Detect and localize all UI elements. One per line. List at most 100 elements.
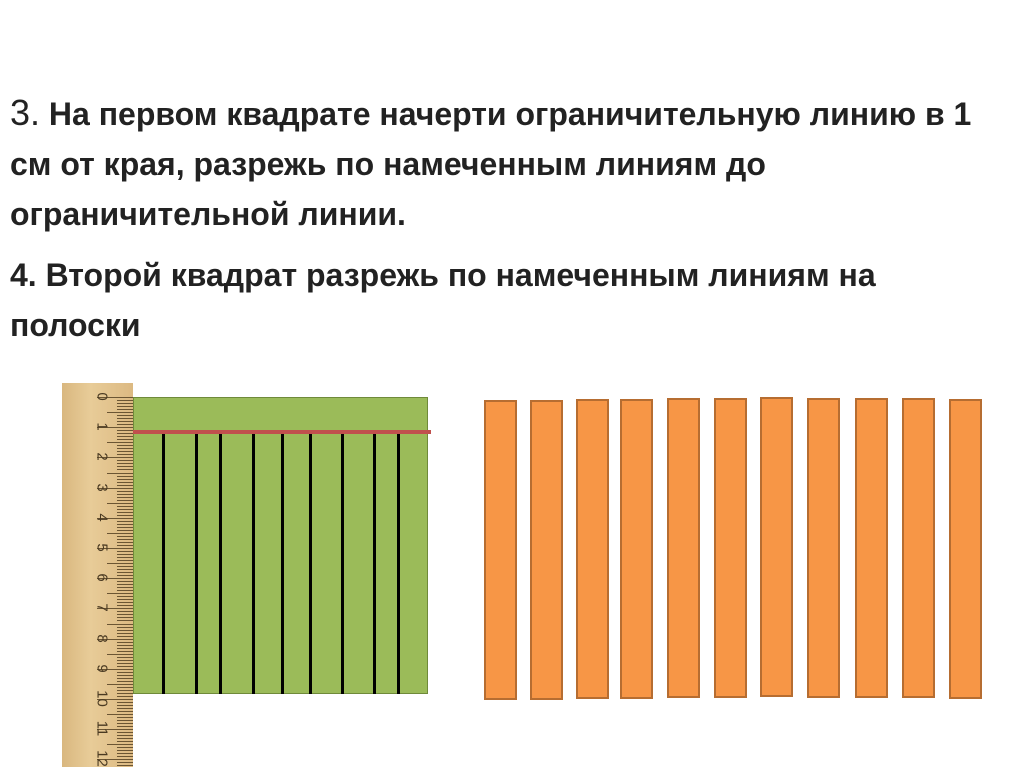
ruler-tick: [97, 668, 133, 670]
ruler-tick: [117, 421, 133, 423]
ruler-tick: [117, 695, 133, 697]
paper-strip: [620, 399, 653, 699]
ruler-tick: [107, 442, 133, 444]
ruler-tick: [117, 463, 133, 465]
ruler-tick: [117, 750, 133, 752]
ruler-tick: [117, 493, 133, 495]
ruler-tick: [117, 686, 133, 688]
ruler-tick: [117, 514, 133, 516]
ruler-tick: [117, 626, 133, 628]
ruler-tick: [97, 457, 133, 459]
ruler-number: 0: [93, 392, 111, 401]
ruler-tick: [117, 635, 133, 637]
ruler-tick: [117, 735, 133, 737]
ruler-tick: [117, 720, 133, 722]
ruler-tick: [97, 759, 133, 761]
ruler-tick: [117, 554, 133, 556]
ruler-tick: [117, 541, 133, 543]
ruler-tick: [117, 587, 133, 589]
cut-line: [195, 432, 198, 694]
ruler-tick: [117, 430, 133, 432]
ruler-tick: [117, 439, 133, 441]
ruler-tick: [117, 641, 133, 643]
ruler-number: 8: [93, 633, 111, 643]
ruler-tick: [117, 702, 133, 704]
ruler-tick: [117, 475, 133, 477]
ruler-tick: [117, 611, 133, 613]
ruler-tick: [117, 469, 133, 471]
paper-strip: [576, 399, 609, 699]
ruler-tick: [117, 557, 133, 559]
ruler-number: 2: [93, 452, 111, 462]
cut-line: [252, 432, 255, 694]
ruler-number: 7: [93, 603, 111, 613]
paper-strip: [667, 398, 700, 698]
ruler-tick: [117, 659, 133, 661]
ruler-tick: [117, 403, 133, 405]
ruler-tick: [97, 548, 133, 549]
ruler-tick: [117, 596, 133, 598]
ruler-number: 9: [93, 664, 111, 673]
ruler-tick: [117, 400, 133, 402]
ruler-tick: [117, 505, 133, 507]
ruler-number: 3: [93, 482, 111, 492]
ruler-tick: [117, 590, 133, 592]
ruler-number: 5: [93, 543, 111, 552]
ruler-tick: [117, 466, 133, 468]
ruler-tick: [117, 572, 133, 574]
ruler-tick: [117, 665, 133, 667]
paper-strip: [484, 400, 517, 700]
ruler-number: 4: [93, 513, 111, 522]
ruler-tick: [117, 460, 133, 462]
ruler-tick: [107, 653, 133, 655]
step-3-instruction: 3. На первом квадрате начерти ограничите…: [10, 88, 1020, 239]
cut-line: [162, 432, 165, 694]
ruler-tick: [117, 481, 133, 483]
paper-strip: [807, 398, 840, 698]
ruler-tick: [117, 689, 133, 691]
ruler-image: 0 1 2 3 4 5 6 7 8 9 10 11 12: [62, 383, 133, 767]
ruler-tick: [97, 638, 133, 640]
ruler-tick: [117, 499, 133, 501]
ruler-tick: [117, 650, 133, 652]
step-4-instruction: 4. Второй квадрат разрежь по намеченным …: [10, 257, 876, 343]
ruler-tick: [117, 520, 133, 522]
ruler-tick: [107, 563, 133, 565]
ruler-tick: [97, 397, 133, 398]
ruler-tick: [117, 632, 133, 634]
ruler-tick: [117, 762, 133, 764]
ruler-tick: [117, 617, 133, 619]
ruler-tick: [117, 599, 133, 601]
ruler-tick: [97, 578, 133, 580]
ruler-tick: [117, 738, 133, 740]
paper-strip: [902, 398, 935, 698]
ruler-tick: [117, 566, 133, 568]
ruler-tick: [117, 451, 133, 453]
ruler-tick: [117, 711, 133, 713]
ruler-tick: [117, 647, 133, 649]
ruler-tick: [117, 575, 133, 577]
first-square-green: [133, 397, 428, 694]
ruler-tick: [117, 732, 133, 734]
ruler-tick: [97, 699, 133, 700]
ruler-tick: [117, 723, 133, 725]
ruler-tick: [117, 490, 133, 492]
ruler-tick: [117, 756, 133, 758]
ruler-tick: [97, 608, 133, 610]
ruler-tick: [117, 584, 133, 586]
ruler-tick: [117, 424, 133, 426]
ruler-tick: [117, 741, 133, 743]
ruler-tick: [117, 747, 133, 749]
ruler-tick: [117, 692, 133, 694]
ruler-tick: [117, 680, 133, 682]
ruler-tick: [117, 418, 133, 420]
ruler-tick: [117, 726, 133, 728]
step-3-text: На первом квадрате начерти ограничительн…: [10, 96, 972, 232]
limit-line-1cm: [133, 430, 431, 434]
ruler-tick: [97, 517, 133, 519]
ruler-tick: [117, 569, 133, 571]
ruler-tick: [117, 581, 133, 583]
paper-strip: [855, 398, 888, 698]
ruler-number: 11: [93, 720, 111, 737]
ruler-tick: [97, 487, 133, 489]
